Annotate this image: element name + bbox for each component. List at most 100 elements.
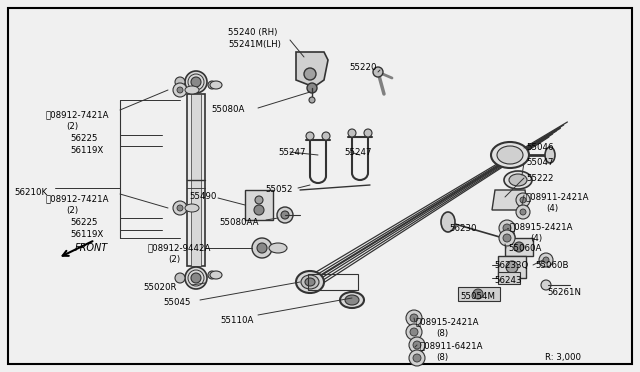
Ellipse shape [545, 147, 555, 163]
Text: 55046: 55046 [526, 143, 554, 152]
Bar [308, 274, 358, 290]
Circle shape [309, 97, 315, 103]
Ellipse shape [340, 292, 364, 308]
Polygon shape [492, 190, 528, 210]
Circle shape [254, 205, 264, 215]
Text: 55060A: 55060A [508, 244, 541, 253]
Text: (2): (2) [66, 122, 78, 131]
Circle shape [409, 350, 425, 366]
Circle shape [499, 220, 515, 236]
Text: Ⓝ08912-7421A: Ⓝ08912-7421A [46, 110, 109, 119]
Circle shape [541, 280, 551, 290]
Text: 55045: 55045 [163, 298, 191, 307]
Circle shape [520, 197, 526, 203]
Bar [187, 94, 205, 266]
Text: 55080A: 55080A [211, 105, 244, 114]
Circle shape [410, 328, 418, 336]
Ellipse shape [210, 81, 222, 89]
Circle shape [514, 242, 524, 252]
Circle shape [177, 205, 183, 211]
Circle shape [173, 201, 187, 215]
Circle shape [277, 207, 293, 223]
Text: 55060B: 55060B [535, 261, 568, 270]
Text: 55110A: 55110A [220, 316, 253, 325]
Ellipse shape [497, 146, 523, 164]
Circle shape [208, 271, 216, 279]
Text: Ⓝ08912-7421A: Ⓝ08912-7421A [46, 194, 109, 203]
Text: 55220: 55220 [349, 63, 376, 72]
Circle shape [406, 324, 422, 340]
Polygon shape [296, 52, 328, 87]
Text: (8): (8) [436, 329, 448, 338]
Circle shape [348, 129, 356, 137]
Circle shape [252, 238, 272, 258]
Text: 56119X: 56119X [70, 146, 103, 155]
Circle shape [304, 68, 316, 80]
Circle shape [257, 243, 267, 253]
Text: 56210K: 56210K [14, 188, 47, 197]
Bar [458, 287, 500, 301]
Text: 55240 (RH): 55240 (RH) [228, 28, 277, 37]
Text: 56261N: 56261N [547, 288, 581, 297]
Ellipse shape [296, 271, 324, 293]
Ellipse shape [185, 86, 199, 94]
Circle shape [255, 196, 263, 204]
Circle shape [175, 77, 185, 87]
Text: Ⓥ08915-2421A: Ⓥ08915-2421A [416, 317, 479, 326]
Bar [498, 256, 526, 278]
Ellipse shape [305, 278, 315, 286]
Text: (4): (4) [530, 234, 542, 243]
Text: 56225: 56225 [70, 218, 97, 227]
Ellipse shape [504, 171, 532, 189]
Circle shape [410, 314, 418, 322]
Text: 55052: 55052 [265, 185, 292, 194]
Text: 55247: 55247 [344, 148, 371, 157]
Ellipse shape [185, 204, 199, 212]
Ellipse shape [210, 271, 222, 279]
Text: 56243: 56243 [494, 276, 522, 285]
Text: R: 3,000: R: 3,000 [545, 353, 581, 362]
Text: 55241M(LH): 55241M(LH) [228, 40, 281, 49]
Text: 55047: 55047 [526, 158, 554, 167]
Ellipse shape [509, 174, 527, 186]
Text: Ⓝ08912-9442A: Ⓝ08912-9442A [148, 243, 211, 252]
Circle shape [473, 289, 483, 299]
Bar [245, 190, 273, 220]
Circle shape [413, 341, 421, 349]
Bar [191, 94, 201, 266]
Ellipse shape [491, 142, 529, 168]
Circle shape [208, 81, 216, 89]
Circle shape [503, 234, 511, 242]
Circle shape [175, 273, 185, 283]
Circle shape [173, 83, 187, 97]
Ellipse shape [505, 230, 515, 246]
Ellipse shape [301, 275, 319, 289]
Circle shape [506, 261, 518, 273]
Text: 56225: 56225 [70, 134, 97, 143]
Text: (4): (4) [546, 204, 558, 213]
Text: 55054M: 55054M [460, 292, 495, 301]
Circle shape [503, 224, 511, 232]
Text: FRONT: FRONT [75, 243, 108, 253]
Text: (2): (2) [66, 206, 78, 215]
Circle shape [191, 273, 201, 283]
Text: 55490: 55490 [189, 192, 216, 201]
Circle shape [373, 67, 383, 77]
Circle shape [322, 132, 330, 140]
Circle shape [543, 257, 549, 263]
Text: 56230: 56230 [449, 224, 477, 233]
Text: 55020R: 55020R [143, 283, 177, 292]
Circle shape [499, 230, 515, 246]
Text: 55247: 55247 [278, 148, 305, 157]
Bar [498, 272, 520, 284]
Circle shape [520, 209, 526, 215]
Circle shape [281, 211, 289, 219]
Circle shape [409, 337, 425, 353]
Circle shape [364, 129, 372, 137]
Circle shape [185, 71, 207, 93]
Text: Ⓝ08911-6421A: Ⓝ08911-6421A [420, 341, 483, 350]
Text: 56119X: 56119X [70, 230, 103, 239]
Bar [505, 238, 533, 256]
Ellipse shape [441, 212, 455, 232]
Ellipse shape [269, 243, 287, 253]
